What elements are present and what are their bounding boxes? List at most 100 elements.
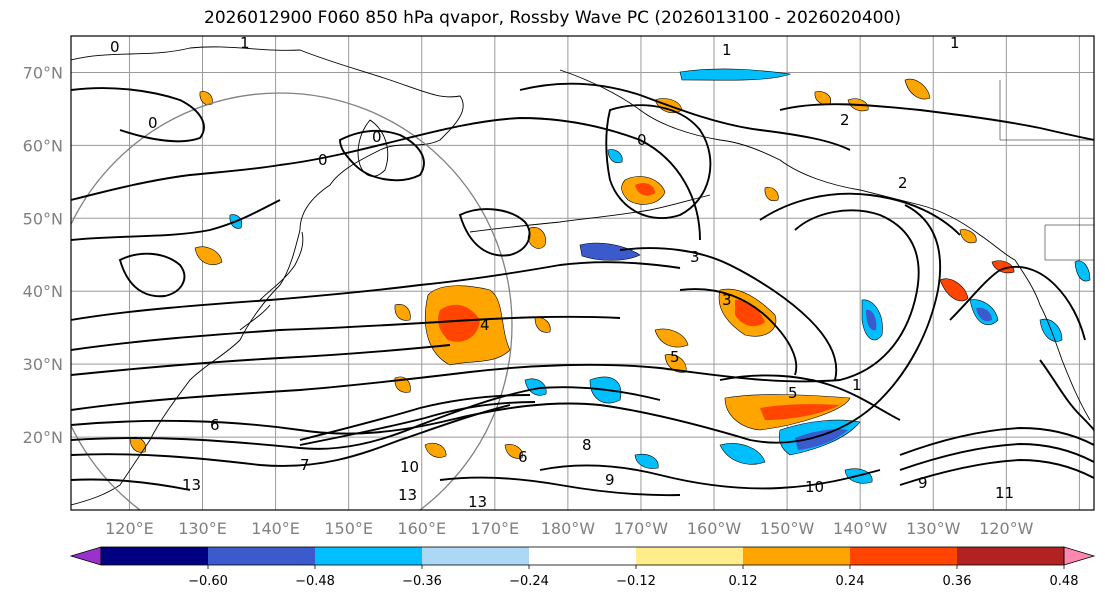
colorbar-segment bbox=[957, 547, 1065, 565]
contour-label: 2 bbox=[898, 174, 908, 192]
colorbar-segment bbox=[636, 547, 744, 565]
anomaly-positive bbox=[424, 442, 447, 458]
anomaly-positive bbox=[735, 299, 765, 327]
contour-label: 0 bbox=[372, 128, 382, 146]
contour-line bbox=[949, 265, 1086, 341]
colorbar-extend-high bbox=[1063, 546, 1096, 566]
colorbar-tick-label: −0.24 bbox=[509, 574, 549, 589]
latitude-label: 20°N bbox=[23, 428, 63, 447]
contour-line bbox=[299, 394, 531, 441]
contour-label: 6 bbox=[518, 448, 528, 466]
contour-label: 7 bbox=[300, 456, 310, 474]
contour-line bbox=[71, 204, 942, 444]
longitude-label: 160°E bbox=[397, 519, 446, 538]
colorbar-tick-label: −0.36 bbox=[402, 574, 442, 589]
longitude-label: 170°W bbox=[614, 519, 669, 538]
anomaly-negative bbox=[795, 429, 848, 450]
anomaly-positive bbox=[939, 278, 969, 302]
latitude-label: 40°N bbox=[23, 282, 63, 301]
contour-line bbox=[339, 129, 425, 182]
colorbar-tick-label: −0.60 bbox=[188, 574, 228, 589]
contour-line bbox=[539, 464, 881, 490]
borders bbox=[999, 80, 1094, 261]
latitude-label: 30°N bbox=[23, 355, 63, 374]
latitude-label: 70°N bbox=[23, 63, 63, 82]
anomaly-positive bbox=[654, 328, 689, 348]
contour-line bbox=[118, 252, 186, 298]
contour-line bbox=[71, 209, 920, 411]
contour-labels: 0 1 1 0 0 0 1 2 3 4 5 5 6 6 7 8 9 9 10 1… bbox=[110, 34, 1014, 511]
longitude-label: 120°W bbox=[979, 519, 1034, 538]
coastline-aleutians bbox=[469, 194, 711, 233]
colorbar-segment bbox=[743, 547, 851, 565]
anomaly-positive bbox=[199, 91, 213, 106]
colorbar-segment bbox=[850, 547, 958, 565]
contour-line bbox=[71, 87, 205, 143]
contour-label: 13 bbox=[398, 486, 417, 504]
contour-line bbox=[759, 192, 961, 236]
contour-line bbox=[71, 478, 191, 491]
anomaly-negative bbox=[976, 307, 992, 322]
anomaly-positive bbox=[534, 317, 551, 333]
contour-label: 1 bbox=[950, 34, 960, 52]
contour-label: 10 bbox=[400, 458, 419, 476]
longitude-label: 150°E bbox=[324, 519, 373, 538]
contour-label: 1 bbox=[240, 34, 250, 52]
contour-label: 5 bbox=[788, 384, 798, 402]
longitude-label: 140°W bbox=[833, 519, 888, 538]
anomaly-negative bbox=[524, 378, 547, 396]
colorbar-extend-low bbox=[69, 546, 102, 566]
colorbar-labels: −0.60 −0.48 −0.36 −0.24 −0.12 0.12 0.24 0.36 0.4… bbox=[188, 565, 1078, 589]
longitude-label: 120°E bbox=[105, 519, 154, 538]
longitude-labels: 120°E 130°E 140°E 150°E 160°E 170°E 180°W 170°W… bbox=[105, 519, 1034, 538]
contours bbox=[71, 82, 1094, 497]
longitude-label: 130°E bbox=[178, 519, 227, 538]
colorbar-segment bbox=[529, 547, 637, 565]
contour-line bbox=[71, 117, 701, 241]
contour-label: 4 bbox=[480, 316, 490, 334]
anomaly-positive bbox=[394, 304, 411, 321]
contour-line bbox=[899, 459, 1094, 486]
contour-label: 0 bbox=[148, 114, 158, 132]
latitude-labels: 70°N 60°N 50°N 40°N 30°N 20°N bbox=[23, 63, 63, 447]
contour-line bbox=[899, 427, 1094, 456]
anomaly-negative bbox=[719, 443, 766, 465]
contour-line bbox=[1039, 359, 1094, 431]
contour-label: 6 bbox=[210, 416, 220, 434]
contour-line bbox=[619, 247, 838, 381]
latitude-label: 50°N bbox=[23, 209, 63, 228]
longitude-label: 150°W bbox=[760, 519, 815, 538]
coastline-alaska bbox=[559, 69, 1016, 261]
contour-line bbox=[71, 344, 451, 376]
contour-line bbox=[439, 476, 681, 497]
contour-line bbox=[719, 374, 901, 421]
contour-label: 9 bbox=[605, 471, 615, 489]
longitude-label: 160°W bbox=[687, 519, 742, 538]
anomaly-negative bbox=[634, 453, 659, 469]
contour-line bbox=[71, 404, 511, 467]
anomaly-positive bbox=[194, 246, 223, 265]
colorbar-tick-label: −0.12 bbox=[616, 574, 656, 589]
contour-line bbox=[299, 401, 536, 446]
contour-label: 1 bbox=[852, 376, 862, 394]
latitude-label: 60°N bbox=[23, 136, 63, 155]
anomaly-negative bbox=[866, 309, 877, 331]
reference-circle bbox=[71, 92, 513, 510]
contour-label: 0 bbox=[110, 38, 120, 56]
map-frame bbox=[70, 35, 1095, 511]
contour-line bbox=[71, 199, 281, 241]
contour-label: 0 bbox=[637, 131, 647, 149]
longitude-label: 170°E bbox=[470, 519, 519, 538]
contour-label: 13 bbox=[468, 493, 487, 511]
contour-label: 2 bbox=[840, 111, 850, 129]
longitude-label: 180°W bbox=[541, 519, 596, 538]
anomaly-positive bbox=[959, 229, 977, 244]
border-line bbox=[1044, 225, 1094, 261]
anomaly-positive bbox=[504, 444, 523, 459]
contour-label: 11 bbox=[995, 484, 1014, 502]
anomaly-negative bbox=[679, 68, 792, 81]
contour-label: 1 bbox=[722, 41, 732, 59]
anomaly-positive bbox=[760, 404, 840, 420]
colorbar-tick-label: −0.48 bbox=[295, 574, 335, 589]
colorbar-outline bbox=[100, 546, 1065, 566]
